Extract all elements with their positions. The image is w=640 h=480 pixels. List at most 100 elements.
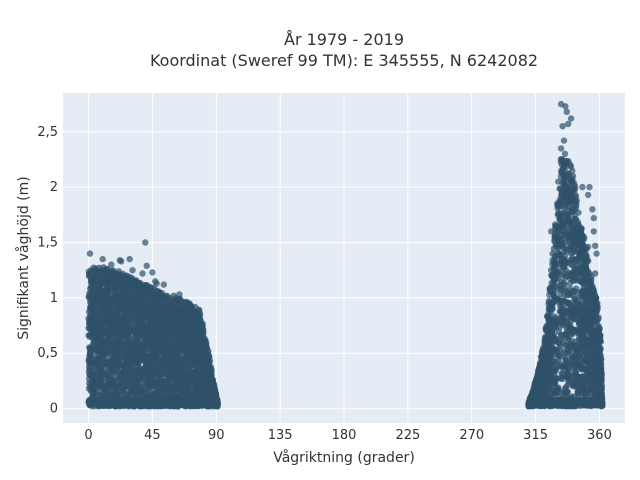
chart-title-line-2: Koordinat (Sweref 99 TM): E 345555, N 62… bbox=[150, 51, 538, 70]
data-point bbox=[145, 361, 152, 368]
data-point bbox=[123, 398, 130, 405]
data-point bbox=[133, 349, 140, 357]
data-point bbox=[168, 299, 175, 307]
data-point bbox=[97, 383, 104, 390]
data-point bbox=[102, 310, 110, 318]
data-point bbox=[146, 387, 154, 394]
data-point bbox=[86, 364, 93, 372]
data-point bbox=[126, 326, 134, 333]
data-point bbox=[146, 324, 153, 332]
data-point bbox=[139, 324, 147, 332]
data-point bbox=[180, 304, 187, 311]
data-point bbox=[86, 325, 94, 332]
data-point bbox=[193, 315, 200, 323]
data-points bbox=[85, 100, 606, 410]
data-point bbox=[137, 387, 144, 394]
data-point bbox=[197, 358, 204, 365]
data-point bbox=[118, 258, 125, 265]
data-point bbox=[108, 391, 115, 398]
data-point bbox=[185, 346, 192, 353]
data-point bbox=[108, 376, 115, 383]
data-point bbox=[102, 289, 110, 296]
data-point bbox=[152, 337, 159, 345]
data-point bbox=[137, 397, 144, 404]
data-point bbox=[100, 296, 108, 303]
data-point bbox=[109, 308, 116, 316]
data-point bbox=[201, 341, 208, 348]
data-point bbox=[186, 302, 194, 309]
data-point bbox=[158, 398, 165, 405]
data-point bbox=[160, 281, 167, 288]
data-point bbox=[87, 307, 94, 315]
data-point bbox=[110, 323, 117, 330]
data-point bbox=[102, 338, 109, 346]
data-point bbox=[199, 329, 206, 336]
data-point bbox=[181, 328, 188, 336]
data-point bbox=[144, 334, 152, 341]
data-point bbox=[129, 267, 136, 274]
data-point bbox=[170, 390, 178, 397]
data-point bbox=[181, 400, 188, 407]
data-point bbox=[170, 292, 177, 299]
data-point bbox=[131, 399, 138, 406]
data-point bbox=[118, 384, 126, 391]
data-point bbox=[134, 316, 142, 323]
data-point bbox=[126, 255, 133, 263]
data-point bbox=[147, 291, 155, 298]
data-point bbox=[111, 282, 119, 289]
data-point bbox=[205, 383, 212, 390]
data-point bbox=[172, 383, 179, 390]
data-point bbox=[142, 292, 149, 300]
data-point bbox=[183, 370, 191, 377]
data-point bbox=[99, 273, 106, 281]
data-point bbox=[95, 315, 102, 323]
data-point bbox=[191, 336, 198, 343]
data-point bbox=[142, 239, 149, 246]
data-point bbox=[108, 261, 115, 268]
data-point bbox=[171, 305, 178, 313]
data-point bbox=[196, 374, 203, 381]
data-point bbox=[142, 373, 149, 380]
data-point bbox=[184, 315, 191, 322]
data-point bbox=[116, 360, 124, 368]
data-point bbox=[115, 347, 122, 354]
data-point bbox=[205, 370, 212, 377]
data-point bbox=[151, 383, 158, 390]
data-point bbox=[171, 401, 179, 408]
data-point bbox=[191, 369, 198, 377]
data-point bbox=[102, 317, 109, 325]
data-point bbox=[138, 309, 145, 317]
data-point bbox=[143, 262, 150, 269]
data-point bbox=[93, 360, 100, 368]
data-point bbox=[180, 391, 188, 398]
data-point bbox=[114, 341, 122, 348]
data-point bbox=[134, 302, 142, 309]
data-point bbox=[144, 282, 151, 289]
data-point bbox=[160, 326, 167, 333]
data-point bbox=[161, 370, 169, 377]
data-point bbox=[145, 401, 152, 408]
data-point bbox=[206, 397, 213, 404]
data-point bbox=[113, 316, 121, 323]
data-point bbox=[135, 330, 142, 338]
data-point bbox=[176, 291, 183, 298]
data-point bbox=[86, 294, 93, 301]
data-point bbox=[125, 291, 132, 298]
data-point bbox=[140, 368, 147, 375]
data-point bbox=[88, 284, 95, 291]
data-point bbox=[150, 371, 157, 378]
data-point bbox=[127, 302, 134, 310]
data-point bbox=[178, 369, 186, 376]
data-point bbox=[98, 327, 105, 334]
data-point bbox=[118, 307, 125, 314]
data-point bbox=[213, 402, 220, 410]
data-point bbox=[189, 386, 197, 394]
data-point bbox=[205, 364, 213, 371]
data-point bbox=[152, 308, 160, 315]
data-point bbox=[86, 376, 93, 383]
data-point bbox=[136, 284, 144, 291]
data-point bbox=[139, 270, 146, 277]
data-point bbox=[97, 402, 104, 410]
data-point bbox=[195, 306, 202, 313]
data-point bbox=[119, 354, 127, 361]
